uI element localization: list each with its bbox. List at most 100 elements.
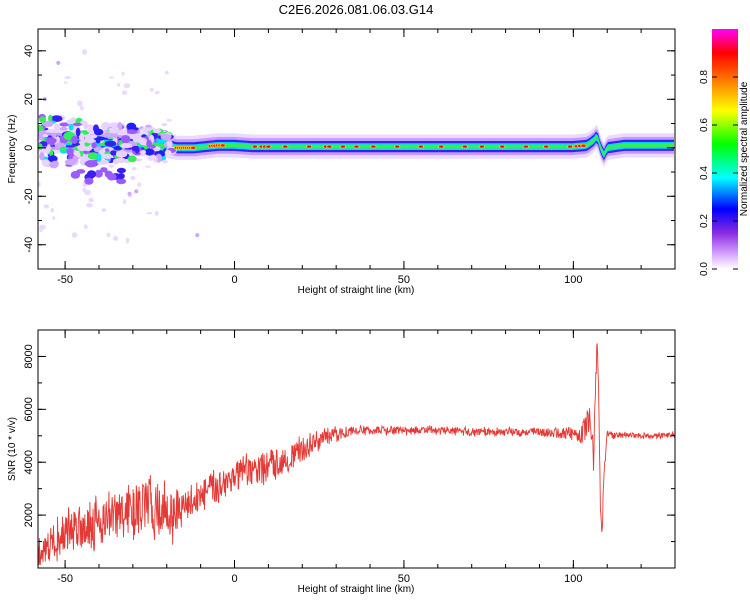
noise-blob <box>51 132 57 138</box>
spectrogram-marks <box>38 49 674 244</box>
spectral-peak <box>567 145 573 148</box>
noise-blob <box>84 224 88 230</box>
noise-blob <box>70 171 81 179</box>
spectral-peak <box>523 145 529 148</box>
snr-ylabel: SNR (10 * v/v) <box>7 417 18 481</box>
y-tick-label: -40 <box>23 237 35 253</box>
noise-blob <box>120 143 132 149</box>
noise-blob <box>45 137 57 145</box>
spectral-peak <box>354 145 359 148</box>
noise-blob <box>121 71 125 76</box>
colorbar-tick-label: 0.4 <box>699 166 710 180</box>
noise-blob <box>63 81 68 84</box>
colorbar-tick-label: 0.0 <box>699 262 710 276</box>
noise-blob <box>107 173 117 181</box>
noise-blob <box>150 144 156 149</box>
y-tick-label: 2000 <box>23 503 35 527</box>
noise-blob <box>146 212 153 215</box>
noise-blob <box>68 124 74 131</box>
spectral-peak <box>340 145 346 148</box>
noise-blob <box>91 142 97 149</box>
noise-blob <box>154 210 159 216</box>
spectral-peak <box>283 145 288 148</box>
spectrogram-frame <box>37 28 676 270</box>
noise-blob <box>128 124 133 129</box>
noise-blob <box>102 167 108 173</box>
x-tick-label: 0 <box>231 573 237 585</box>
colorbar: 0.0 0.2 0.4 0.6 0.8 Normalized spectral ampl… <box>699 29 750 276</box>
noise-blob <box>87 152 99 160</box>
noise-blob <box>116 167 126 174</box>
noise-blob <box>42 121 54 127</box>
colorbar-tick-label: 0.6 <box>699 118 710 132</box>
noise-blob <box>113 235 119 241</box>
noise-blob <box>141 127 150 133</box>
noise-blob <box>116 178 127 185</box>
spectral-peak <box>544 145 549 148</box>
y-tick-label: 6000 <box>23 397 35 421</box>
noise-blob <box>161 122 168 127</box>
noise-blob <box>144 148 155 156</box>
x-tick-label: 100 <box>564 274 582 286</box>
noise-blob <box>66 147 74 156</box>
noise-blob <box>166 118 172 122</box>
noise-blob <box>131 167 137 171</box>
y-tick-label: -20 <box>23 188 35 204</box>
snr-xlabel: Height of straight line (km) <box>298 584 415 595</box>
noise-blob <box>113 145 123 151</box>
y-tick-label: 4000 <box>23 450 35 474</box>
colorbar-gradient <box>712 29 738 269</box>
noise-blob <box>109 76 114 79</box>
x-tick-label: 0 <box>231 274 237 286</box>
noise-blob <box>149 87 154 92</box>
spectral-peak <box>418 145 424 148</box>
noise-blob <box>112 158 120 165</box>
snr-plot-area <box>38 330 675 568</box>
noise-blob <box>56 60 61 65</box>
noise-blob <box>127 155 137 163</box>
noise-blob <box>108 132 118 139</box>
noise-blob <box>164 150 172 156</box>
noise-blob <box>84 177 94 185</box>
x-tick-label: 100 <box>564 573 582 585</box>
noise-blob <box>83 120 88 130</box>
noise-blob <box>108 164 114 168</box>
chart-title: C2E6.2026.081.06.03.G14 <box>279 2 434 17</box>
x-tick-label: -50 <box>57 573 73 585</box>
noise-blob <box>110 150 117 156</box>
spectral-peak <box>266 145 271 148</box>
noise-blob <box>88 198 94 203</box>
noise-blob <box>118 130 128 134</box>
noise-blob <box>64 76 71 80</box>
noise-blob <box>71 135 78 144</box>
noise-blob <box>117 82 121 87</box>
spectral-peak <box>327 145 332 148</box>
noise-blob <box>50 115 63 122</box>
noise-blob <box>55 136 60 144</box>
noise-blob <box>53 123 61 131</box>
noise-blob <box>72 122 83 127</box>
noise-blob <box>38 181 41 187</box>
noise-blob <box>85 160 97 168</box>
noise-blob <box>104 140 117 147</box>
noise-blob <box>72 155 79 163</box>
noise-blob <box>71 232 78 238</box>
noise-blob <box>125 237 130 244</box>
noise-blob <box>126 129 138 135</box>
noise-blob <box>86 203 93 208</box>
spectrogram-axes: -50 0 50 100 -40 -20 0 20 40 <box>23 29 676 286</box>
spectral-peak <box>371 145 376 148</box>
noise-blob <box>101 208 107 213</box>
spectral-peak <box>479 145 485 148</box>
snr-series-line <box>38 343 675 566</box>
noise-blob <box>162 159 168 164</box>
noise-blob <box>79 132 85 142</box>
spectral-peak <box>306 145 312 148</box>
spectral-peak <box>462 145 468 148</box>
colorbar-label: Normalized spectral amplitude <box>739 81 750 216</box>
noise-blob <box>121 135 131 144</box>
noise-blob <box>96 153 102 162</box>
noise-blob <box>46 144 51 153</box>
noise-blob <box>51 160 59 166</box>
noise-blob <box>131 145 139 152</box>
